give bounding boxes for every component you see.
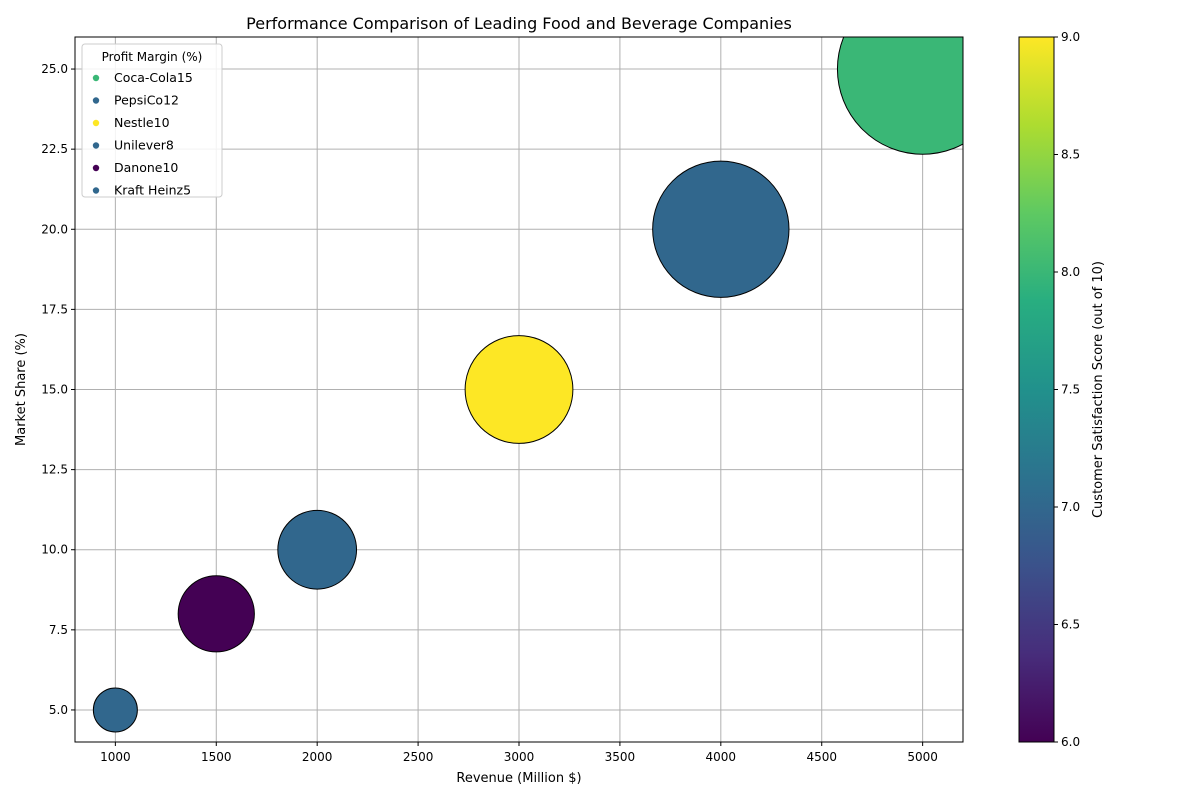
y-tick-label: 17.5 [41,302,68,316]
x-tick-label: 1500 [201,750,232,764]
legend-entry-label: Coca-Cola15 [114,70,193,85]
legend-marker [92,119,100,127]
bubble-series [92,37,963,733]
y-tick-label: 5.0 [49,703,68,717]
colorbar-tick-label: 7.5 [1061,383,1080,397]
colorbar-tick-label: 9.0 [1061,30,1080,44]
x-axis-label: Revenue (Million $) [456,771,581,786]
y-tick-label: 12.5 [41,463,68,477]
legend-marker [92,187,100,194]
colorbar-tick-label: 8.0 [1061,265,1080,279]
colorbar-label: Customer Satisfaction Score (out of 10) [1091,261,1106,518]
colorbar-tick-label: 6.5 [1061,618,1080,632]
x-tick-label: 3500 [605,750,636,764]
y-tick-label: 7.5 [49,623,68,637]
chart-title: Performance Comparison of Leading Food a… [246,14,792,33]
colorbar-tick-label: 8.5 [1061,148,1080,162]
x-tick-label: 1000 [100,750,131,764]
bubble-coca-cola [836,37,963,155]
bubble-nestle [464,335,574,444]
legend-marker [92,164,100,172]
legend-entry-label: PepsiCo12 [114,93,179,108]
y-tick-label: 20.0 [41,222,68,236]
legend: Profit Margin (%) Coca-Cola15 PepsiCo12 Nes… [81,43,223,198]
legend-entry-label: Nestle10 [114,115,170,130]
bubble-pepsico [652,160,790,298]
legend-entry-label: Danone10 [114,160,178,175]
legend-marker [92,97,100,104]
y-axis-label: Market Share (%) [14,333,29,446]
legend-entry-label: Unilever8 [114,138,174,153]
y-tick-label: 10.0 [41,543,68,557]
y-tick-label: 25.0 [41,62,68,76]
colorbar-tick-label: 6.0 [1061,735,1080,749]
legend-entry-label: Kraft Heinz5 [114,183,191,198]
x-tick-label: 5000 [907,750,938,764]
colorbar-tick-label: 7.0 [1061,500,1080,514]
y-tick-label: 22.5 [41,142,68,156]
x-tick-label: 4000 [706,750,737,764]
y-tick-label: 15.0 [41,383,68,397]
x-tick-label: 4500 [806,750,837,764]
x-tick-label: 3000 [504,750,535,764]
bubble-danone [177,575,255,653]
legend-marker [92,142,100,149]
legend-marker [92,74,100,82]
legend-box [81,43,223,198]
y-axis-ticks: 5.0 7.5 10.0 12.5 15.0 17.5 20.0 22.5 25.0 [41,62,75,717]
x-tick-label: 2500 [403,750,434,764]
legend-title: Profit Margin (%) [102,50,203,64]
bubble-kraft-heinz [92,687,138,733]
bubble-unilever [277,509,358,590]
x-tick-label: 2000 [302,750,333,764]
colorbar-ticks: 6.0 6.5 7.0 7.5 8.0 8.5 9.0 [1054,30,1080,749]
colorbar [1018,36,1055,743]
x-axis-ticks: 1000 1500 2000 2500 3000 3500 4000 4500 5000 [100,742,938,764]
